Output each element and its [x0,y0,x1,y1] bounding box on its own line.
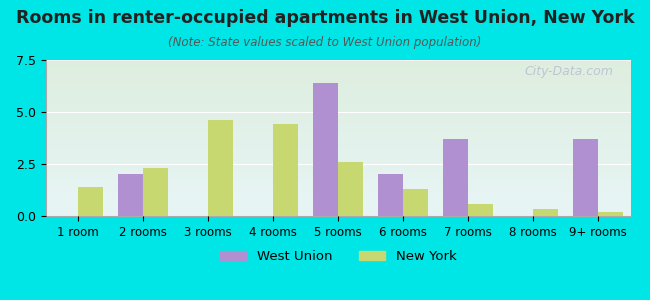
Text: Rooms in renter-occupied apartments in West Union, New York: Rooms in renter-occupied apartments in W… [16,9,634,27]
Bar [313,83,338,216]
Bar [378,174,403,216]
Text: City-Data.com: City-Data.com [524,65,613,78]
Bar [78,187,103,216]
Bar [273,124,298,216]
Legend: West Union, New York: West Union, New York [214,245,462,269]
Bar [573,139,598,216]
Bar [143,168,168,216]
Bar [598,212,623,216]
Text: (Note: State values scaled to West Union population): (Note: State values scaled to West Union… [168,36,482,49]
Bar [443,139,468,216]
Bar [208,120,233,216]
Bar [533,209,558,216]
Bar [403,189,428,216]
Bar [338,162,363,216]
Bar [468,203,493,216]
Bar [118,174,143,216]
